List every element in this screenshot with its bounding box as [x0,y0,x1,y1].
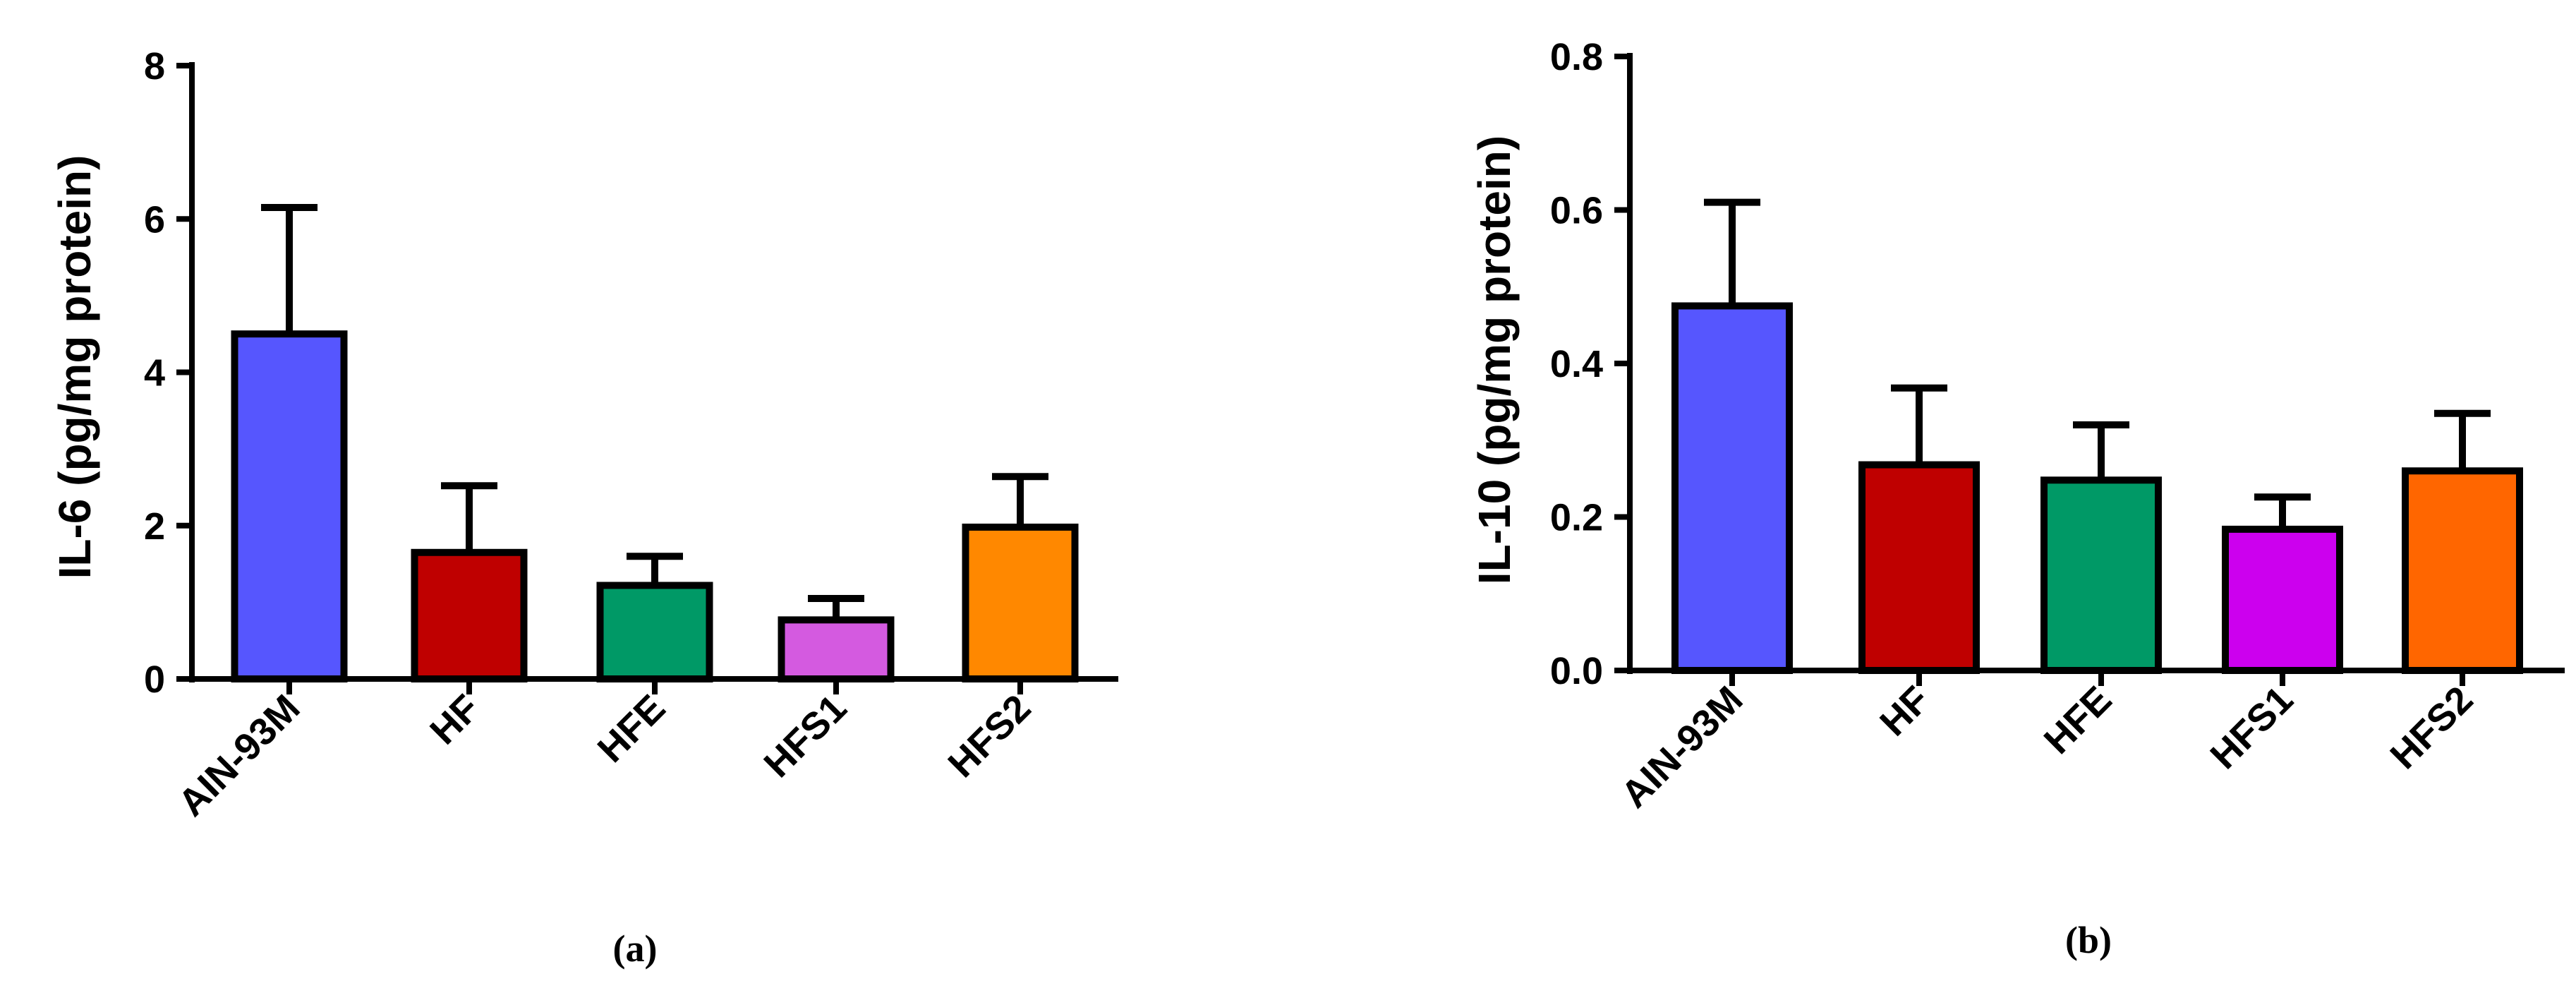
bar [2040,476,2162,674]
bar [596,582,713,682]
y-tick-label: 0.0 [1550,650,1603,692]
y-tick-label: 6 [144,198,165,241]
y-tick-label: 4 [144,352,165,395]
x-tick-label: AIN-93M [1613,678,1750,816]
x-tick-label: AIN-93M [170,687,308,824]
y-tick-label: 0.8 [1550,36,1603,78]
panel-a-chart: 0 2 4 6 8 AIN-93M HF HFE HFS1 HFS2 IL-6 (pg/mg pro… [49,45,1118,824]
bar [1671,302,1793,674]
x-tick-label: HF [422,687,488,752]
x-tick-label: HFS2 [940,687,1039,786]
y-tick-label: 0.6 [1550,190,1603,232]
y-axis-title: IL-6 (pg/mg protein) [49,155,100,579]
x-tick-label: HFS1 [2202,678,2301,777]
bar [2222,525,2343,675]
x-tick-label: HF [1872,678,1937,744]
panel-a-label: (a) [613,927,658,970]
bar [1858,461,1980,674]
y-tick-label: 0.2 [1550,497,1603,539]
bar [231,330,348,682]
x-tick-label: HFE [590,687,674,771]
bar [2402,467,2523,674]
y-tick-label: 0.4 [1550,343,1603,385]
x-tick-label: HFS2 [2382,678,2481,777]
x-tick-label: HFS1 [756,687,854,786]
y-tick-label: 2 [144,505,165,548]
panel-b-chart: 0.0 0.2 0.4 0.6 0.8 AIN-93M HF HFE HFS1 HFS2 IL-10… [1469,36,2565,816]
panel-b-label: (b) [2065,919,2112,961]
bar [778,616,895,683]
x-tick-label: HFE [2036,678,2120,762]
y-axis-title: IL-10 (pg/mg protein) [1469,136,1520,584]
bar [962,523,1079,682]
bar [411,548,528,682]
y-tick-label: 8 [144,45,165,88]
y-tick-label: 0 [144,658,165,701]
